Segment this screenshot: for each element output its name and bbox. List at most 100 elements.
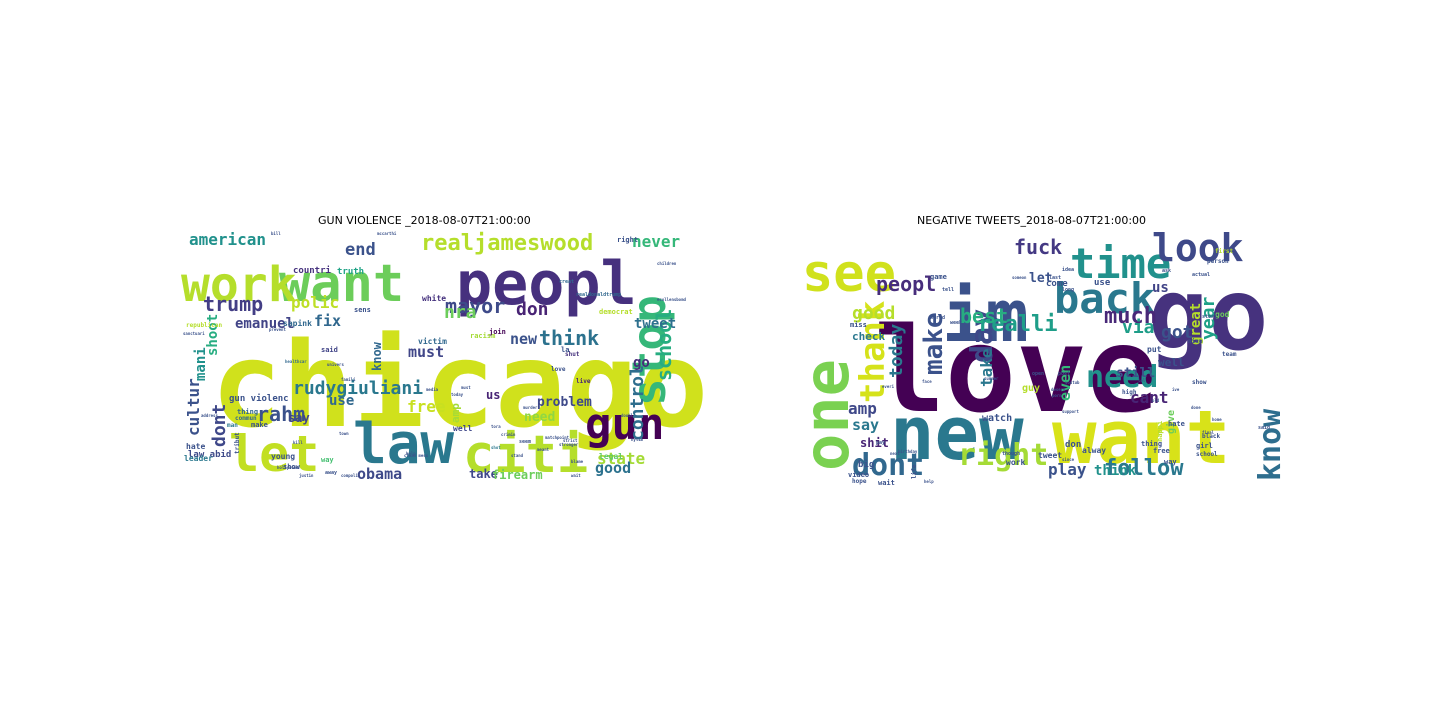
cloud-word: long: [1062, 287, 1074, 293]
cloud-word: tell: [942, 287, 954, 293]
cloud-word: best: [960, 304, 1008, 328]
cloud-word: show: [1192, 379, 1207, 386]
cloud-word: trump: [203, 292, 263, 316]
cloud-word: nytim: [631, 437, 644, 442]
cloud-word: high: [1122, 389, 1137, 396]
cloud-word: want: [1052, 395, 1230, 481]
cloud-word: got: [1161, 322, 1194, 343]
cloud-word: realli: [978, 312, 1057, 337]
cloud-word: seem: [519, 439, 531, 445]
cloud-word: young: [271, 452, 295, 461]
cloud-word: emanuel: [235, 316, 294, 332]
cloud-word: man: [227, 422, 238, 429]
cloud-word: said: [321, 346, 338, 354]
cloud-word: want: [279, 254, 404, 314]
right-word-cloud: love go new want im one see time look back thank kn…: [782, 231, 1295, 485]
cloud-word: sens: [354, 306, 371, 314]
cloud-word: commun: [235, 415, 257, 422]
cloud-word: someon: [1012, 275, 1027, 280]
cloud-word: team: [1222, 351, 1237, 358]
cloud-word: creat: [559, 279, 574, 285]
left-word-cloud: chicago peopl want work law citi let stop gun rea…: [181, 231, 707, 485]
cloud-word: go: [633, 355, 650, 371]
cloud-word: town: [339, 431, 349, 436]
cloud-word: thing: [1141, 440, 1162, 448]
cloud-word: good: [852, 303, 895, 324]
cloud-word: prevent: [269, 327, 286, 332]
cloud-word: know: [1253, 408, 1288, 481]
cloud-word: video: [848, 471, 869, 479]
cloud-word: follow: [1104, 456, 1184, 481]
cloud-word: stori: [1202, 314, 1217, 320]
cloud-word: god: [1215, 310, 1230, 319]
cloud-word: think: [1094, 463, 1137, 479]
cloud-word: way: [1164, 458, 1177, 466]
cloud-word: ask: [1162, 268, 1171, 274]
cloud-word: hate: [1168, 420, 1185, 428]
cloud-word: chicago: [211, 316, 707, 454]
cloud-word: old: [1152, 398, 1160, 403]
cloud-word: racism: [470, 332, 495, 340]
cloud-word: problem: [537, 395, 592, 410]
cloud-word: stop: [622, 295, 676, 406]
cloud-word: end: [345, 240, 376, 260]
cloud-word: school: [1196, 451, 1218, 458]
cloud-word: need: [524, 410, 555, 425]
left-cloud-title: GUN VIOLENCE _2018-08-07T21:00:00: [318, 214, 531, 227]
cloud-word: tweet: [1038, 451, 1062, 460]
cloud-word: lol: [1138, 378, 1146, 383]
cloud-word: victim: [418, 336, 447, 346]
cloud-word: obama: [357, 465, 402, 483]
cloud-word: still: [1116, 366, 1155, 381]
cloud-word: deserv: [1051, 387, 1066, 392]
cloud-word: media: [426, 387, 439, 392]
cloud-word: final: [1202, 430, 1215, 435]
cloud-word: play: [1048, 460, 1087, 479]
cloud-word: state: [597, 449, 645, 468]
cloud-word: peopl: [456, 249, 637, 319]
cloud-word: hollywood: [277, 465, 299, 470]
cloud-word: work: [181, 257, 297, 313]
cloud-word: ecollensbomd: [657, 297, 686, 302]
cloud-word: point: [557, 435, 570, 440]
cloud-word: school: [652, 309, 676, 381]
cloud-word: said: [1258, 425, 1270, 431]
cloud-word: peopl: [876, 272, 936, 296]
cloud-word: strict: [563, 438, 578, 443]
cloud-word: dont: [852, 448, 924, 483]
cloud-word: countri: [293, 265, 332, 276]
cloud-word: stand: [511, 453, 524, 458]
cloud-word: alway: [1082, 446, 1106, 455]
cloud-word: amp: [449, 403, 462, 423]
cloud-word: black: [1202, 433, 1220, 440]
cloud-word: show: [283, 463, 301, 471]
cloud-word: rahm: [257, 402, 305, 426]
cloud-word: person: [1207, 258, 1229, 265]
cloud-word: work: [1006, 458, 1025, 467]
cloud-word: law abid: [188, 449, 231, 460]
right-cloud-title: NEGATIVE TWEETS_2018-08-07T21:00:00: [917, 214, 1147, 227]
cloud-word: happi: [1156, 421, 1164, 442]
cloud-word: firearm: [492, 468, 543, 482]
cloud-word: white: [422, 293, 446, 303]
cloud-word: bill: [271, 231, 281, 236]
cloud-word: birthday: [898, 449, 918, 454]
cloud-word: republican: [186, 322, 223, 329]
cloud-word: control: [627, 365, 648, 441]
cloud-word: new: [510, 330, 538, 348]
cloud-word: fuck: [1014, 235, 1062, 259]
cloud-word: youtub: [1065, 380, 1080, 385]
cloud-word: actual: [1192, 272, 1210, 278]
cloud-word: join: [489, 328, 506, 336]
cloud-word: doubl: [621, 413, 634, 418]
cloud-word: pay: [876, 440, 885, 446]
cloud-word: away: [325, 470, 337, 476]
cloud-word: match: [545, 435, 558, 440]
cloud-word: need: [1086, 360, 1158, 395]
cloud-word: shoot: [205, 314, 221, 356]
cloud-word: make: [251, 421, 268, 429]
cloud-word: miss: [850, 321, 867, 329]
cloud-word: shit: [860, 436, 889, 450]
cloud-word: tweet: [634, 316, 676, 332]
